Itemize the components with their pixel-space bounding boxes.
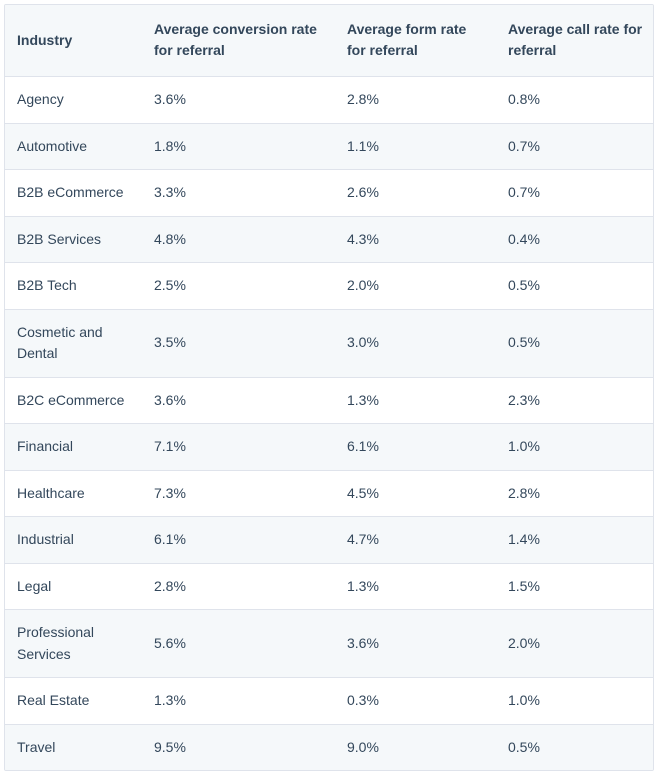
call-rate-cell: 0.8%: [496, 76, 653, 124]
industry-cell: Agency: [5, 76, 142, 124]
table-row: Financial 7.1% 6.1% 1.0%: [5, 423, 653, 471]
conversion-rate-cell: 1.8%: [142, 123, 335, 170]
call-rate-cell: 0.5%: [508, 738, 540, 755]
conversion-rate-cell: 1.3%: [142, 677, 335, 725]
industry-cell: B2B eCommerce: [5, 169, 142, 217]
form-rate-cell: 2.6%: [335, 169, 496, 217]
industry-cell: Travel: [17, 738, 56, 755]
form-rate-cell: 4.3%: [335, 216, 496, 263]
header-form-rate: Average form rate for referral: [335, 5, 496, 77]
call-rate-cell: 2.8%: [496, 470, 653, 517]
table-row: Travel 9.5% 9.0% 0.5%: [5, 724, 653, 770]
call-rate-cell: 0.5%: [496, 262, 653, 310]
form-rate-cell: 1.3%: [335, 377, 496, 424]
table-row: Professional Services 5.6% 3.6% 2.0%: [5, 609, 653, 678]
industry-cell: B2B Services: [5, 216, 142, 263]
conversion-rate-cell: 5.6%: [142, 609, 335, 678]
form-rate-cell: 4.7%: [335, 516, 496, 564]
form-rate-cell: 3.0%: [335, 309, 496, 378]
conversion-rate-cell: 6.1%: [142, 516, 335, 564]
industry-cell: Cosmetic and Dental: [5, 309, 142, 378]
industry-cell: Legal: [5, 563, 142, 610]
table-row: B2B Tech 2.5% 2.0% 0.5%: [5, 262, 653, 310]
form-rate-cell: 6.1%: [335, 423, 496, 471]
referral-rates-table: Industry Average conversion rate for ref…: [5, 5, 653, 770]
conversion-rate-cell: 7.3%: [142, 470, 335, 517]
call-rate-cell: 1.0%: [496, 423, 653, 471]
form-rate-cell: 4.5%: [335, 470, 496, 517]
call-rate-cell: 1.0%: [496, 677, 653, 725]
call-rate-cell: 1.5%: [496, 563, 653, 610]
conversion-rate-cell: 3.3%: [142, 169, 335, 217]
conversion-rate-cell: 3.5%: [142, 309, 335, 378]
call-rate-cell: 2.3%: [496, 377, 653, 424]
conversion-rate-cell: 3.6%: [142, 377, 335, 424]
conversion-rate-cell: 2.8%: [142, 563, 335, 610]
table-row: Cosmetic and Dental 3.5% 3.0% 0.5%: [5, 309, 653, 378]
call-rate-cell: 1.4%: [496, 516, 653, 564]
industry-cell: Automotive: [5, 123, 142, 170]
table-row: B2C eCommerce 3.6% 1.3% 2.3%: [5, 377, 653, 424]
industry-cell: Industrial: [5, 516, 142, 564]
table-row: Legal 2.8% 1.3% 1.5%: [5, 563, 653, 610]
form-rate-cell: 2.0%: [335, 262, 496, 310]
call-rate-cell: 0.7%: [496, 169, 653, 217]
industry-cell: B2B Tech: [5, 262, 142, 310]
form-rate-cell: 2.8%: [335, 76, 496, 124]
conversion-rate-cell: 7.1%: [142, 423, 335, 471]
header-industry: Industry: [5, 5, 142, 77]
referral-rates-table-container: Industry Average conversion rate for ref…: [4, 4, 654, 771]
industry-cell: Professional Services: [5, 609, 142, 678]
table-row: Industrial 6.1% 4.7% 1.4%: [5, 516, 653, 564]
header-conversion-rate: Average conversion rate for referral: [142, 5, 335, 77]
form-rate-cell: 1.1%: [335, 123, 496, 170]
call-rate-cell: 0.7%: [496, 123, 653, 170]
header-call-rate: Average call rate for referral: [496, 5, 653, 77]
table-row: Healthcare 7.3% 4.5% 2.8%: [5, 470, 653, 517]
table-row: Automotive 1.8% 1.1% 0.7%: [5, 123, 653, 170]
industry-cell: Real Estate: [5, 677, 142, 725]
table-row: B2B eCommerce 3.3% 2.6% 0.7%: [5, 169, 653, 217]
industry-cell: Financial: [5, 423, 142, 471]
call-rate-cell: 0.4%: [496, 216, 653, 263]
conversion-rate-cell: 4.8%: [142, 216, 335, 263]
call-rate-cell: 0.5%: [496, 309, 653, 378]
table-row: Real Estate 1.3% 0.3% 1.0%: [5, 677, 653, 725]
form-rate-cell: 0.3%: [335, 677, 496, 725]
form-rate-cell: 1.3%: [335, 563, 496, 610]
table-header: Industry Average conversion rate for ref…: [5, 5, 653, 77]
table-body: Agency 3.6% 2.8% 0.8% Automotive 1.8% 1.…: [5, 76, 653, 770]
industry-cell: Healthcare: [5, 470, 142, 517]
table-row: Agency 3.6% 2.8% 0.8%: [5, 76, 653, 124]
conversion-rate-cell: 3.6%: [142, 76, 335, 124]
form-rate-cell: 3.6%: [335, 609, 496, 678]
form-rate-cell: 9.0%: [347, 738, 379, 755]
call-rate-cell: 2.0%: [496, 609, 653, 678]
conversion-rate-cell: 9.5%: [154, 738, 186, 755]
table-row: B2B Services 4.8% 4.3% 0.4%: [5, 216, 653, 263]
conversion-rate-cell: 2.5%: [142, 262, 335, 310]
industry-cell: B2C eCommerce: [5, 377, 142, 424]
header-row: Industry Average conversion rate for ref…: [5, 5, 653, 77]
